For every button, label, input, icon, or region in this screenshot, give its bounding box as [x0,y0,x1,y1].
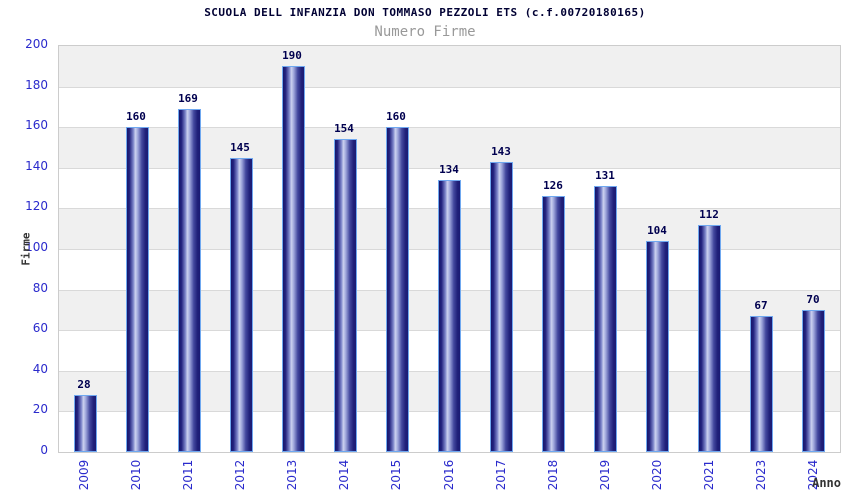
y-tick-label: 100 [25,240,48,254]
y-tick-label: 40 [32,361,48,376]
x-tick-label-2018: 2018 [546,459,560,491]
y-axis-title: Firme [19,232,33,266]
bar-2015 [386,127,409,452]
x-tick-label-2021: 2021 [702,459,716,491]
y-tick-label: 120 [25,199,48,214]
chart-title: SCUOLA DELL INFANZIA DON TOMMASO PEZZOLI… [204,6,646,19]
bar-2018 [542,196,565,452]
y-tick-label: 20 [32,402,48,417]
plot-band [59,46,840,87]
x-tick-label-2009: 2009 [77,459,91,491]
bar-value-label-2019: 131 [595,169,615,182]
bar-2012 [230,158,253,452]
bar-2020 [646,241,669,452]
bar-2024 [802,310,825,452]
x-tick-label-2019: 2019 [598,459,612,491]
bar-2011 [178,109,201,452]
x-tick-label-2015: 2015 [389,459,403,491]
bar-2016 [438,180,461,452]
y-tick-label: 60 [32,321,48,336]
x-tick-label-2011: 2011 [181,459,195,491]
bar-value-label-2011: 169 [178,92,198,105]
bar-value-label-2024: 70 [806,293,820,306]
bar-2010 [126,127,149,452]
bar-value-label-2016: 134 [439,163,459,176]
bar-value-label-2018: 126 [543,179,563,192]
bar-value-label-2013: 190 [282,49,302,62]
gridline [59,127,840,129]
bar-value-label-2015: 160 [386,110,406,123]
y-tick-label: 80 [32,280,48,295]
bar-2021 [698,225,721,452]
bar-2019 [594,186,617,452]
y-tick-label: 140 [25,158,48,173]
bar-value-label-2020: 104 [647,224,667,237]
bar-2014 [334,139,357,452]
y-tick-label: 160 [25,118,48,133]
y-tick-label: 0 [40,443,48,457]
bar-2017 [490,162,513,452]
x-axis-title: Anno [812,476,841,490]
y-tick-label: 200 [25,37,48,51]
bar-2009 [74,395,97,452]
bar-value-label-2014: 154 [334,122,354,135]
bar-value-label-2010: 160 [126,110,146,123]
y-tick-label: 180 [25,77,48,92]
x-tick-label-2016: 2016 [442,459,456,491]
bar-value-label-2009: 28 [77,378,91,391]
x-tick-label-2010: 2010 [129,459,143,491]
plot-area [58,45,841,453]
x-tick-label-2020: 2020 [650,459,664,491]
x-tick-label-2017: 2017 [494,459,508,491]
bar-2023 [750,316,773,452]
x-tick-label-2013: 2013 [285,459,299,491]
bar-value-label-2017: 143 [491,145,511,158]
gridline [59,167,840,169]
chart-subtitle: Numero Firme [374,24,476,40]
bar-2013 [282,66,305,452]
bar-value-label-2021: 112 [699,208,719,221]
gridline [59,86,840,88]
x-tick-label-2014: 2014 [337,459,351,491]
plot-band [59,127,840,168]
bar-value-label-2023: 67 [754,299,768,312]
x-tick-label-2012: 2012 [233,459,247,491]
bar-value-label-2012: 145 [230,141,250,154]
x-tick-label-2023: 2023 [754,459,768,491]
